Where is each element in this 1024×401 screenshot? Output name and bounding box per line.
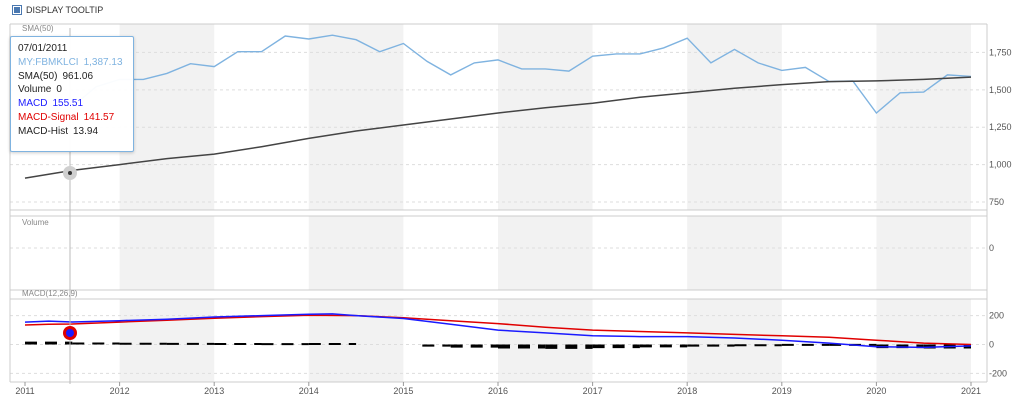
year-band <box>308 299 404 382</box>
xtick-label: 2017 <box>583 386 603 396</box>
xtick-label: 2018 <box>677 386 697 396</box>
macd-signal-line <box>24 314 972 346</box>
axis-labels: 750 1,000 1,250 1,500 1,750 0 200 0 -200 2011 2012… <box>15 47 1011 396</box>
year-band <box>687 216 782 290</box>
macd-ytick-label: 200 <box>989 311 1004 321</box>
checkbox-icon[interactable] <box>12 5 22 15</box>
year-band <box>498 24 593 210</box>
volume-panel-title: Volume <box>22 218 49 227</box>
tooltip-row-macd: MACD 155.51 <box>18 97 126 111</box>
crosshair-dot-macd <box>66 329 74 337</box>
tooltip-value: 961.06 <box>62 70 94 82</box>
tooltip-label: MACD <box>18 98 48 110</box>
tooltip-label: MY:FBMKLCI <box>18 56 79 68</box>
xtick-label: 2019 <box>772 386 792 396</box>
year-band <box>687 24 782 210</box>
crosshair-dot-price <box>68 171 72 175</box>
tooltip-row-sma: SMA(50) 961.06 <box>18 70 126 84</box>
price-ytick-label: 1,500 <box>989 85 1012 95</box>
tooltip-value: 1,387.13 <box>83 56 123 68</box>
year-band <box>498 216 593 290</box>
price-ytick-label: 750 <box>989 197 1004 207</box>
year-band <box>498 299 593 382</box>
display-tooltip-label: DISPLAY TOOLTIP <box>26 5 104 15</box>
year-bands <box>119 24 971 382</box>
year-band <box>119 299 215 382</box>
tooltip-value: 0 <box>56 84 62 96</box>
year-band <box>308 216 404 290</box>
macd-ytick-label: 0 <box>989 340 994 350</box>
tooltip-row-signal: MACD-Signal 141.57 <box>18 111 126 125</box>
xtick-label: 2012 <box>110 386 130 396</box>
chart-marks <box>24 34 972 349</box>
macd-panel-title: MACD(12,26,9) <box>22 289 78 298</box>
year-band <box>876 216 971 290</box>
year-band <box>119 24 215 210</box>
volume-ytick-label: 0 <box>989 243 994 253</box>
xtick-label: 2021 <box>961 386 981 396</box>
macd-line <box>24 313 972 349</box>
xtick-label: 2015 <box>393 386 413 396</box>
tooltip-label: SMA(50) <box>18 70 58 82</box>
sma-series-line <box>24 76 972 179</box>
xtick-label: 2011 <box>15 386 34 396</box>
xtick-label: 2013 <box>204 386 224 396</box>
tooltip-row-hist: MACD-Hist 13.94 <box>18 125 126 139</box>
price-ytick-label: 1,000 <box>989 160 1012 170</box>
year-band <box>687 299 782 382</box>
year-band <box>119 216 215 290</box>
tooltip-row-price: MY:FBMKLCI 1,387.13 <box>18 56 126 70</box>
tooltip-value: 13.94 <box>73 125 99 137</box>
price-ytick-label: 1,250 <box>989 122 1012 132</box>
tooltip-value: 155.51 <box>52 98 84 110</box>
year-band <box>876 24 971 210</box>
price-panel-title: SMA(50) <box>22 24 54 33</box>
tooltip-panel: 07/01/2011 MY:FBMKLCI 1,387.13 SMA(50) 961… <box>10 36 134 152</box>
xtick-label: 2014 <box>299 386 319 396</box>
tooltip-value: 141.57 <box>83 111 115 123</box>
tooltip-date: 07/01/2011 <box>18 43 68 54</box>
xtick-label: 2016 <box>488 386 508 396</box>
display-tooltip-toggle[interactable]: DISPLAY TOOLTIP <box>12 5 103 15</box>
tooltip-row-volume: Volume 0 <box>18 83 126 97</box>
tooltip-label: Volume <box>18 84 52 96</box>
year-band <box>308 24 404 210</box>
price-ytick-label: 1,750 <box>989 47 1012 57</box>
price-series-line <box>71 34 972 115</box>
macd-ytick-label: -200 <box>989 368 1007 378</box>
xtick-label: 2020 <box>866 386 886 396</box>
tooltip-label: MACD-Hist <box>18 125 68 137</box>
tooltip-label: MACD-Signal <box>18 111 79 123</box>
